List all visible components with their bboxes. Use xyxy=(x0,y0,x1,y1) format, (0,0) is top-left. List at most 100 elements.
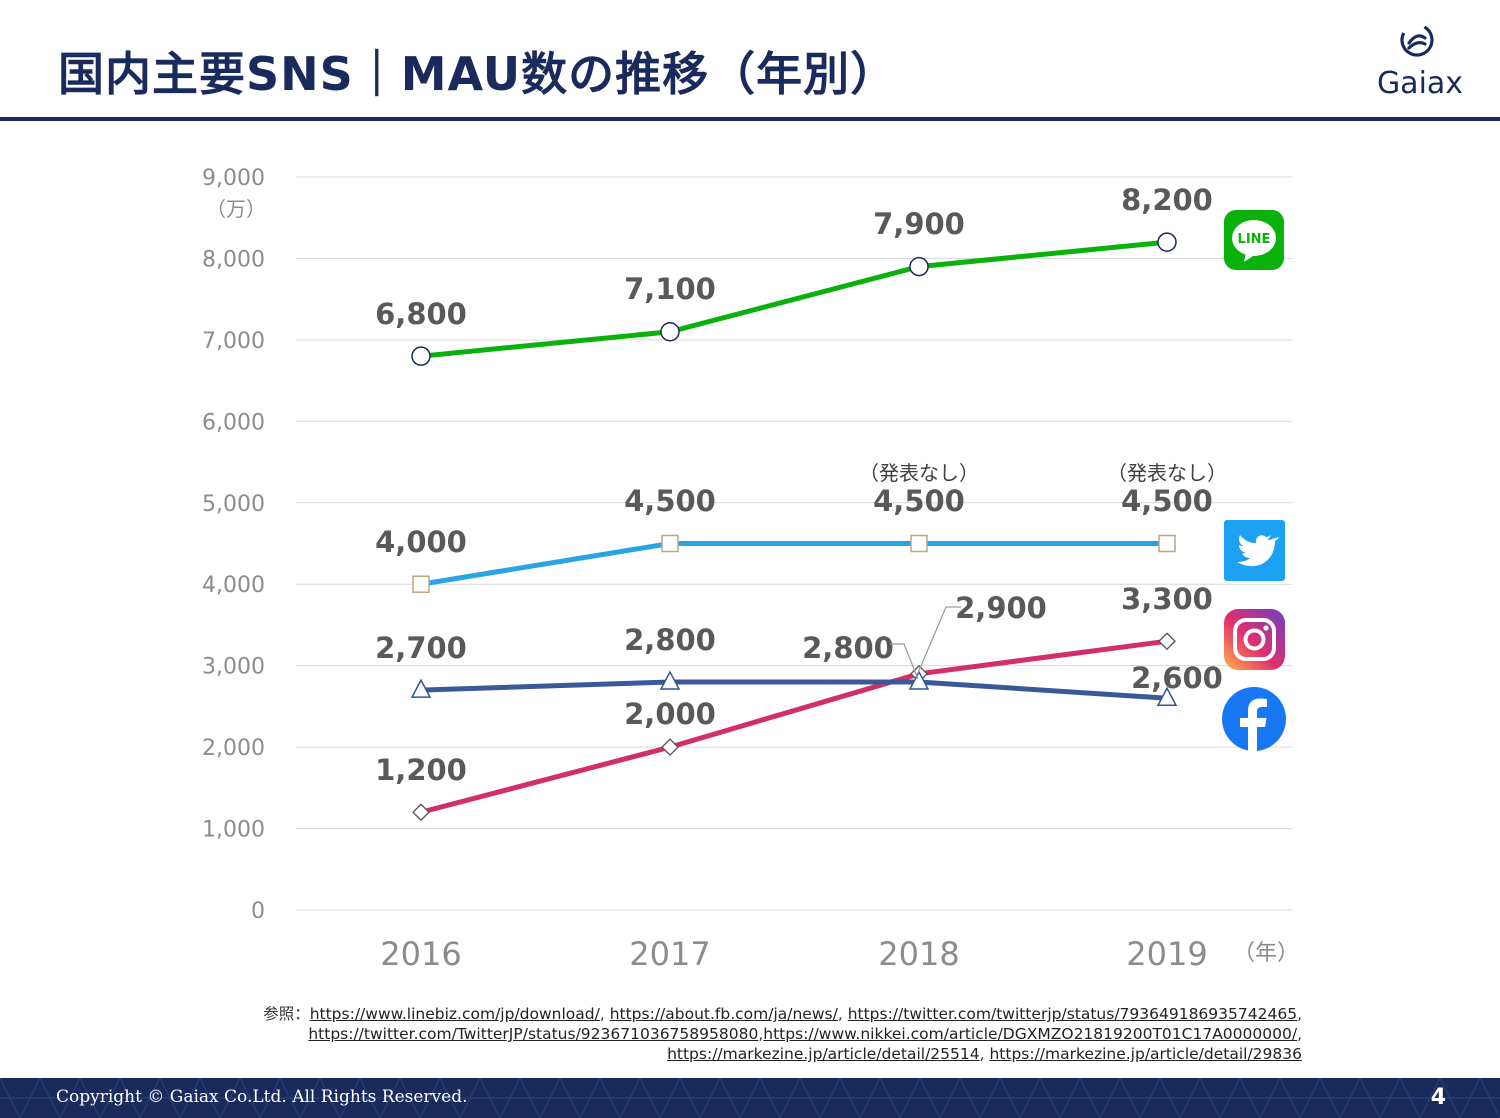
footer-pattern-stroke xyxy=(399,1078,441,1118)
x-unit-label: （年） xyxy=(1233,941,1299,966)
marker-layer xyxy=(410,232,1178,822)
footer-bar: Copyright © Gaiax Co.Ltd. All Rights Res… xyxy=(0,1078,1500,1118)
footer-pattern-stroke xyxy=(1199,1078,1241,1118)
data-label-twitter: 4,500 xyxy=(1121,484,1213,518)
no-announcement-note: （発表なし） xyxy=(859,461,979,485)
y-tick-label: 1,000 xyxy=(202,818,265,843)
footer-pattern-stroke xyxy=(839,1078,881,1118)
reference-link[interactable]: https://www.linebiz.com/jp/download/ xyxy=(309,1005,600,1023)
footer-pattern-stroke xyxy=(79,1078,121,1118)
footer-pattern-stroke xyxy=(239,1078,281,1118)
footer-pattern-stroke xyxy=(1279,1078,1321,1118)
reference-link[interactable]: https://markezine.jp/article/detail/2551… xyxy=(667,1045,980,1063)
label-layer: 0 1,000 2,000 3,000 4,000 5,000 6,000 7,000 8,00… xyxy=(202,166,1299,973)
data-point-facebook xyxy=(1156,686,1178,706)
footer-pattern-stroke xyxy=(359,1078,401,1118)
y-tick-label: 7,000 xyxy=(202,329,265,354)
reference-link[interactable]: https://www.nikkei.com/article/DGXMZO218… xyxy=(763,1025,1298,1043)
reference-link[interactable]: https://twitter.com/TwitterJP/status/923… xyxy=(308,1025,759,1043)
footer-pattern-stroke xyxy=(159,1078,201,1118)
footer-pattern-stroke xyxy=(519,1078,561,1118)
footer-pattern-stroke xyxy=(719,1078,761,1118)
series-line-facebook xyxy=(420,679,1168,701)
reference-link[interactable]: https://twitter.com/twitterjp/status/793… xyxy=(847,1005,1298,1023)
data-point-facebook xyxy=(410,678,432,698)
footer-pattern-stroke xyxy=(279,1078,321,1118)
footer-pattern-stroke xyxy=(999,1078,1041,1118)
grid-layer xyxy=(296,176,1292,911)
footer-pattern-stroke xyxy=(1119,1078,1161,1118)
footer-pattern-stroke xyxy=(679,1078,721,1118)
data-point-twitter xyxy=(1158,534,1176,553)
data-label-instagram: 2,000 xyxy=(624,697,716,731)
footer-pattern-stroke xyxy=(1359,1078,1401,1118)
data-label-twitter: 4,000 xyxy=(375,525,467,559)
series-line-instagram xyxy=(420,638,1168,815)
gaiax-mark-icon xyxy=(1400,23,1434,57)
data-point-twitter xyxy=(661,534,679,553)
x-tick-label: 2016 xyxy=(380,935,461,973)
footer-pattern-stroke xyxy=(1319,1078,1361,1118)
facebook-logo-icon xyxy=(1222,687,1286,751)
references: 参照：https://www.linebiz.com/jp/download/,… xyxy=(263,1005,1302,1063)
data-label-facebook: 2,800 xyxy=(624,623,716,657)
data-point-twitter xyxy=(910,534,928,553)
leader-line xyxy=(917,606,961,674)
data-point-instagram xyxy=(412,803,430,822)
data-point-twitter xyxy=(412,575,430,593)
no-announcement-note: （発表なし） xyxy=(1107,461,1227,485)
series-layer xyxy=(420,239,1168,815)
x-tick-label: 2019 xyxy=(1126,935,1207,973)
footer-pattern-stroke xyxy=(1439,1078,1481,1118)
footer-pattern-stroke xyxy=(1039,1078,1081,1118)
x-tick-label: 2017 xyxy=(629,935,710,973)
footer-pattern-stroke xyxy=(479,1078,521,1118)
footer-pattern-stroke xyxy=(0,1078,41,1118)
copyright-text: Copyright © Gaiax Co.Ltd. All Rights Res… xyxy=(56,1087,468,1107)
brand-logo: Gaiax xyxy=(1370,20,1470,101)
footer-pattern-stroke xyxy=(1399,1078,1441,1118)
page-title: 国内主要SNS｜MAU数の推移（年別） xyxy=(58,47,898,101)
reference-link[interactable]: https://markezine.jp/article/detail/2983… xyxy=(989,1045,1302,1063)
y-tick-label: 0 xyxy=(251,899,265,924)
footer-pattern-stroke xyxy=(919,1078,961,1118)
footer-pattern-stroke xyxy=(39,1078,81,1118)
twitter-logo-icon xyxy=(1224,520,1285,581)
data-label-line: 7,900 xyxy=(873,207,965,241)
footer-pattern-stroke xyxy=(599,1078,641,1118)
y-tick-label: 9,000 xyxy=(202,166,265,191)
line-logo-icon: LINE xyxy=(1224,210,1284,270)
series-line-twitter xyxy=(420,541,1167,587)
icon-layer: LINE xyxy=(1222,210,1286,751)
y-tick-label: 2,000 xyxy=(202,736,265,761)
footer-pattern-stroke xyxy=(879,1078,921,1118)
data-point-line xyxy=(1157,232,1177,252)
mau-line-chart: 0 1,000 2,000 3,000 4,000 5,000 6,000 7,000 8,00… xyxy=(202,166,1299,973)
footer-pattern xyxy=(0,1078,1500,1118)
footer-pattern-stroke xyxy=(199,1078,241,1118)
footer-pattern-stroke xyxy=(959,1078,1001,1118)
instagram-logo-icon xyxy=(1224,609,1285,670)
data-label-facebook: 2,600 xyxy=(1131,661,1223,695)
footer-pattern-stroke xyxy=(119,1078,161,1118)
page-number: 4 xyxy=(1430,1085,1446,1110)
leader-line xyxy=(890,643,919,680)
footer-pattern-stroke xyxy=(439,1078,481,1118)
data-point-line xyxy=(660,321,680,342)
footer-pattern-stroke xyxy=(1159,1078,1201,1118)
data-label-line: 7,100 xyxy=(624,272,716,306)
data-point-line xyxy=(411,346,431,366)
references-prefix: 参照： xyxy=(263,1005,310,1023)
data-point-instagram xyxy=(661,738,679,757)
y-tick-label: 3,000 xyxy=(202,655,265,680)
data-label-instagram: 2,900 xyxy=(955,591,1047,625)
data-label-line: 6,800 xyxy=(375,297,467,331)
footer-pattern-stroke xyxy=(799,1078,841,1118)
footer-pattern-stroke xyxy=(559,1078,601,1118)
data-label-twitter: 4,500 xyxy=(624,484,716,518)
reference-link[interactable]: https://about.fb.com/ja/news/ xyxy=(609,1005,838,1023)
brand-name: Gaiax xyxy=(1376,66,1464,101)
line-logo-text: LINE xyxy=(1238,232,1271,247)
footer-pattern-stroke xyxy=(639,1078,681,1118)
data-point-facebook xyxy=(908,670,930,690)
